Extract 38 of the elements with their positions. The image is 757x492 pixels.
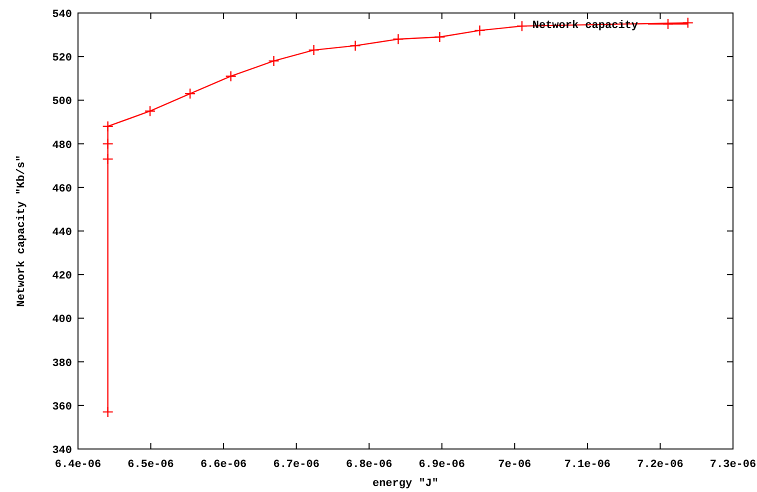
point — [102, 406, 114, 418]
y-tick-label: 460 — [52, 183, 72, 196]
y-tick-label: 400 — [52, 314, 72, 326]
point — [102, 138, 114, 150]
x-tick-label: 6.8e-06 — [346, 459, 392, 471]
y-tick-label: 500 — [52, 96, 72, 108]
y-tick-label: 480 — [52, 140, 72, 152]
x-tick-label: 7e-06 — [498, 459, 532, 471]
x-tick-label: 6.7e-06 — [273, 459, 320, 471]
x-tick-label: 6.6e-06 — [200, 459, 247, 471]
point — [350, 40, 361, 52]
x-tick-label: 6.5e-06 — [128, 459, 174, 471]
point — [225, 70, 236, 82]
y-tick-label: 360 — [52, 401, 72, 414]
point — [102, 153, 114, 165]
x-tick-label: 7.1e-06 — [564, 459, 611, 471]
x-tick-label: 7.3e-06 — [710, 459, 756, 471]
y-tick-label: 380 — [52, 358, 72, 370]
y-tick-label: 340 — [52, 445, 72, 457]
x-tick-label: 7.2e-06 — [637, 459, 684, 471]
y-axis-title: Network capacity "Kb/s" — [16, 155, 28, 307]
point — [184, 88, 196, 100]
point — [474, 24, 486, 36]
y-tick-label: 420 — [52, 270, 72, 283]
point — [434, 31, 446, 43]
point — [392, 34, 404, 45]
point — [516, 20, 528, 32]
y-tick-label: 540 — [52, 9, 72, 21]
y-tick-label: 520 — [52, 52, 72, 65]
point — [102, 120, 114, 132]
point — [268, 55, 280, 67]
x-tick-label: 6.4e-06 — [54, 459, 102, 471]
y-tick-label: 440 — [52, 227, 72, 239]
point — [682, 17, 694, 28]
x-axis-title: energy "J" — [372, 478, 439, 490]
x-tick-label: 6.9e-06 — [418, 459, 465, 471]
point — [308, 44, 320, 56]
point — [144, 106, 156, 117]
